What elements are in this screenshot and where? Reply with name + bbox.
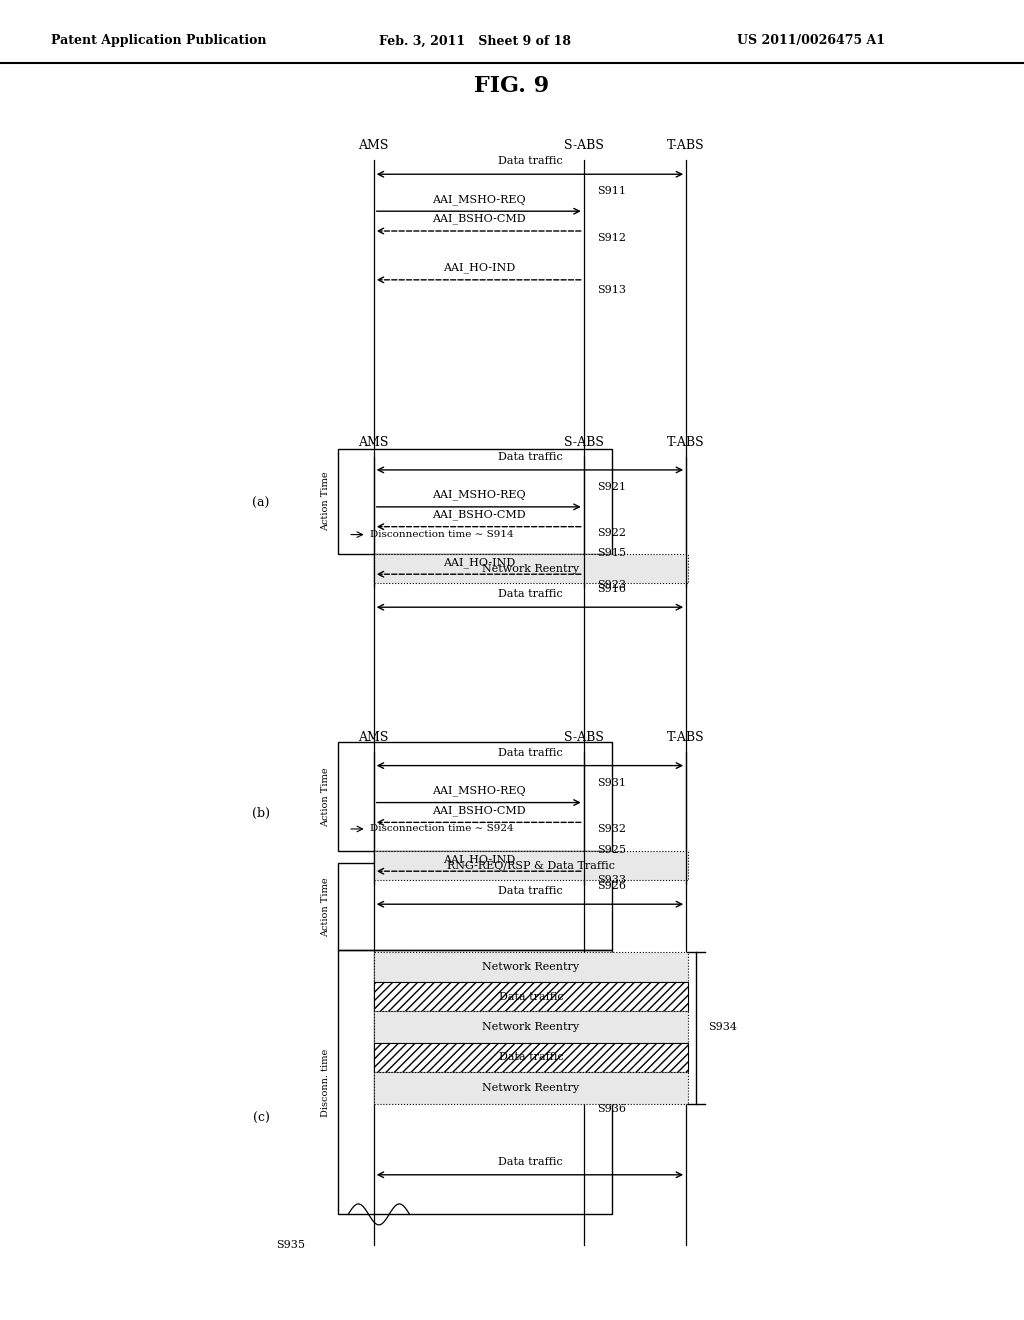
Text: S911: S911 <box>597 186 626 197</box>
Text: Data traffic: Data traffic <box>498 886 562 896</box>
Bar <box>374 1072 688 1104</box>
Text: RNG-REQ/RSP & Data Traffic: RNG-REQ/RSP & Data Traffic <box>446 861 615 871</box>
Text: S922: S922 <box>597 528 626 539</box>
Text: Disconnection time ∼ S924: Disconnection time ∼ S924 <box>370 825 513 833</box>
Text: AAI_MSHO-REQ: AAI_MSHO-REQ <box>432 194 525 205</box>
Text: Data traffic: Data traffic <box>499 1052 563 1063</box>
Text: Action Time: Action Time <box>322 767 330 828</box>
Text: (b): (b) <box>252 807 270 820</box>
Text: T-ABS: T-ABS <box>668 139 705 152</box>
Text: Data traffic: Data traffic <box>498 156 562 166</box>
Text: S936: S936 <box>597 1104 626 1114</box>
Text: S916: S916 <box>597 583 626 594</box>
Text: Feb. 3, 2011   Sheet 9 of 18: Feb. 3, 2011 Sheet 9 of 18 <box>379 34 571 48</box>
Text: AMS: AMS <box>358 139 389 152</box>
Text: S933: S933 <box>597 875 626 886</box>
Text: S925: S925 <box>597 845 626 855</box>
Text: S921: S921 <box>597 482 626 492</box>
Text: Data traffic: Data traffic <box>498 451 562 462</box>
Text: S931: S931 <box>597 777 626 788</box>
Text: Data traffic: Data traffic <box>498 747 562 758</box>
Text: Data traffic: Data traffic <box>499 991 563 1002</box>
Text: Action Time: Action Time <box>322 471 330 532</box>
Text: Disconnection time ∼ S914: Disconnection time ∼ S914 <box>370 531 513 539</box>
Text: Patent Application Publication: Patent Application Publication <box>51 34 266 48</box>
Bar <box>338 950 612 1214</box>
Text: S923: S923 <box>597 579 626 590</box>
Bar <box>338 449 612 554</box>
Bar <box>374 1043 688 1072</box>
Text: S-ABS: S-ABS <box>564 436 603 449</box>
Text: FIG. 9: FIG. 9 <box>474 75 550 96</box>
Text: Data traffic: Data traffic <box>498 589 562 599</box>
Text: T-ABS: T-ABS <box>668 436 705 449</box>
Text: AAI_BSHO-CMD: AAI_BSHO-CMD <box>432 510 525 520</box>
Text: AAI_MSHO-REQ: AAI_MSHO-REQ <box>432 490 525 500</box>
Bar <box>374 851 688 880</box>
Text: AAI_BSHO-CMD: AAI_BSHO-CMD <box>432 805 525 816</box>
Text: (c): (c) <box>253 1111 269 1125</box>
Bar <box>374 982 688 1011</box>
Text: AAI_HO-IND: AAI_HO-IND <box>442 263 515 273</box>
Text: Network Reentry: Network Reentry <box>482 564 580 574</box>
Bar <box>338 742 612 851</box>
Text: AAI_HO-IND: AAI_HO-IND <box>442 854 515 865</box>
Text: S915: S915 <box>597 548 626 558</box>
Text: AAI_MSHO-REQ: AAI_MSHO-REQ <box>432 785 525 796</box>
Text: Network Reentry: Network Reentry <box>482 1022 580 1032</box>
Bar <box>338 863 612 950</box>
Text: (a): (a) <box>253 498 269 510</box>
Text: S934: S934 <box>709 1022 737 1032</box>
Text: T-ABS: T-ABS <box>668 731 705 744</box>
Text: S-ABS: S-ABS <box>564 139 603 152</box>
Text: AMS: AMS <box>358 731 389 744</box>
Text: AAI_BSHO-CMD: AAI_BSHO-CMD <box>432 214 525 224</box>
Text: S912: S912 <box>597 232 626 243</box>
Text: S932: S932 <box>597 824 626 834</box>
Text: Action Time: Action Time <box>322 876 330 937</box>
Text: Data traffic: Data traffic <box>498 1156 562 1167</box>
Bar <box>374 554 688 583</box>
Text: AAI_HO-IND: AAI_HO-IND <box>442 557 515 568</box>
Text: Network Reentry: Network Reentry <box>482 962 580 972</box>
Text: S-ABS: S-ABS <box>564 731 603 744</box>
Bar <box>374 952 688 982</box>
Text: S913: S913 <box>597 285 626 296</box>
Text: Network Reentry: Network Reentry <box>482 1082 580 1093</box>
Text: S926: S926 <box>597 880 626 891</box>
Text: AMS: AMS <box>358 436 389 449</box>
Text: Disconn. time: Disconn. time <box>322 1048 330 1117</box>
Text: S935: S935 <box>276 1239 305 1250</box>
Bar <box>374 1011 688 1043</box>
Text: US 2011/0026475 A1: US 2011/0026475 A1 <box>737 34 886 48</box>
